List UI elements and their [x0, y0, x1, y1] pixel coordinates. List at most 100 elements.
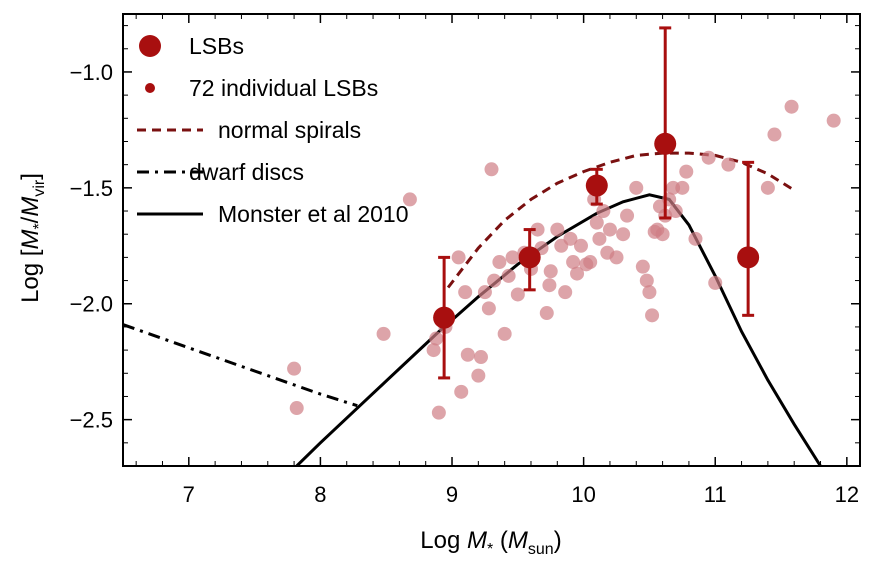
individual-lsb-point: [566, 255, 581, 270]
individual-lsb-point: [431, 405, 446, 420]
individual-lsb-point: [451, 250, 466, 265]
individual-lsb-point: [592, 231, 607, 246]
x-tick-label: 9: [446, 482, 458, 507]
individual-lsb-point: [481, 301, 496, 316]
x-axis-label-unit-var: M: [508, 527, 528, 554]
individual-lsb-point: [701, 150, 716, 165]
individual-lsb-point: [760, 180, 775, 195]
individual-lsb-point: [458, 285, 473, 300]
individual-lsb-point: [679, 164, 694, 179]
series-line-dashed: [446, 151, 795, 289]
x-tick-label: 8: [314, 482, 326, 507]
individual-lsb-point: [539, 306, 554, 321]
y-tick-label: −1.5: [70, 176, 113, 201]
individual-lsb-point: [543, 264, 558, 279]
individual-lsb-point: [596, 204, 611, 219]
legend: LSBs 72 individual LSBs normal spirals dwar…: [137, 33, 409, 227]
individual-lsb-point: [530, 222, 545, 237]
y-axis-label-sub2: vir: [31, 179, 48, 197]
individual-lsb-point: [289, 401, 304, 416]
legend-label: 72 individual LSBs: [189, 75, 378, 101]
individual-lsb-point: [376, 326, 391, 341]
x-axis-label-var: M: [467, 527, 487, 554]
lsb-point: [737, 246, 760, 269]
individual-lsb-point: [570, 266, 585, 281]
x-axis-label-sub: *: [487, 541, 493, 558]
individual-lsb-point: [620, 208, 635, 223]
y-axis-label-var2: M: [17, 197, 44, 217]
individual-lsb-point: [426, 343, 441, 358]
individual-lsb-point: [583, 255, 598, 270]
individual-lsb-point: [688, 231, 703, 246]
individual-lsb-point: [589, 215, 604, 230]
curve-layer: [123, 151, 822, 466]
individual-lsb-point: [767, 127, 782, 142]
x-tick-label: 11: [704, 482, 727, 507]
individual-lsb-point: [477, 285, 492, 300]
lsb-point: [585, 174, 608, 197]
individual-lsb-point: [505, 250, 520, 265]
lsb-point: [518, 246, 541, 269]
individual-lsb-point: [497, 326, 512, 341]
x-tick-label: 10: [571, 482, 595, 507]
individual-lsb-point: [655, 227, 670, 242]
legend-marker-individual: [145, 83, 155, 93]
individual-lsb-point: [675, 180, 690, 195]
individual-lsb-point: [471, 368, 486, 383]
x-axis-label-prefix: Log: [420, 527, 467, 554]
x-tick-label: 7: [183, 482, 195, 507]
lsb-points-layer: [433, 26, 760, 380]
individual-lsb-point: [721, 157, 736, 172]
x-tick-label: 12: [835, 482, 859, 507]
legend-label: Monster et al 2010: [218, 201, 409, 227]
individual-lsb-point: [510, 287, 525, 302]
lsb-point: [654, 132, 677, 155]
individual-lsb-point: [429, 331, 444, 346]
series-line-dash-dot: [123, 323, 358, 408]
individual-lsb-point: [668, 204, 683, 219]
y-axis-label-slash: /: [17, 216, 44, 223]
lsb-point: [433, 306, 456, 329]
individual-lsb-point: [708, 275, 723, 290]
individual-lsb-point: [616, 227, 631, 242]
y-axis-label-prefix: Log [: [17, 249, 44, 303]
individual-lsb-point: [460, 347, 475, 362]
x-axis-label: Log M* (Msun): [420, 527, 561, 558]
individual-lsb-point: [487, 273, 502, 288]
x-axis-label-unit-close: ): [554, 527, 562, 554]
individual-lsb-point: [542, 278, 557, 293]
legend-label: LSBs: [189, 33, 244, 59]
x-axis-label-unit-open: (: [493, 527, 508, 554]
individual-lsb-point: [563, 231, 578, 246]
series-line-solid: [295, 193, 822, 466]
legend-marker-lsb: [139, 35, 161, 57]
individual-lsb-point: [454, 384, 469, 399]
individual-lsb-point: [635, 259, 650, 274]
tick-layer: 7 8 9 10 11 12 −1.0 −1.5 −2.0 −2.5: [70, 14, 860, 507]
individual-lsb-point: [784, 99, 799, 114]
plot-frame: [122, 13, 861, 467]
individual-lsb-point: [492, 255, 507, 270]
x-axis-label-unit-sub: sun: [528, 541, 554, 558]
legend-label: dwarf discs: [189, 159, 304, 185]
individual-lsb-point: [826, 113, 841, 128]
individual-lsb-point: [639, 273, 654, 288]
individual-lsb-point: [402, 192, 417, 207]
individual-lsb-point: [629, 180, 644, 195]
y-axis-label: Log [M*/Mvir]: [17, 173, 48, 303]
individual-lsb-point: [609, 250, 624, 265]
individual-points-layer: [287, 99, 841, 420]
individual-lsb-point: [473, 350, 488, 365]
y-axis-label-close: ]: [17, 173, 44, 180]
individual-lsb-point: [602, 222, 617, 237]
individual-lsb-point: [484, 162, 499, 177]
individual-lsb-point: [501, 268, 516, 283]
y-axis-label-var1: M: [17, 230, 44, 250]
individual-lsb-point: [287, 361, 302, 376]
individual-lsb-point: [573, 238, 588, 253]
y-tick-label: −1.0: [70, 60, 113, 85]
y-tick-label: −2.5: [70, 408, 113, 433]
legend-label: normal spirals: [218, 117, 361, 143]
y-tick-label: −2.0: [70, 292, 113, 317]
individual-lsb-point: [558, 285, 573, 300]
